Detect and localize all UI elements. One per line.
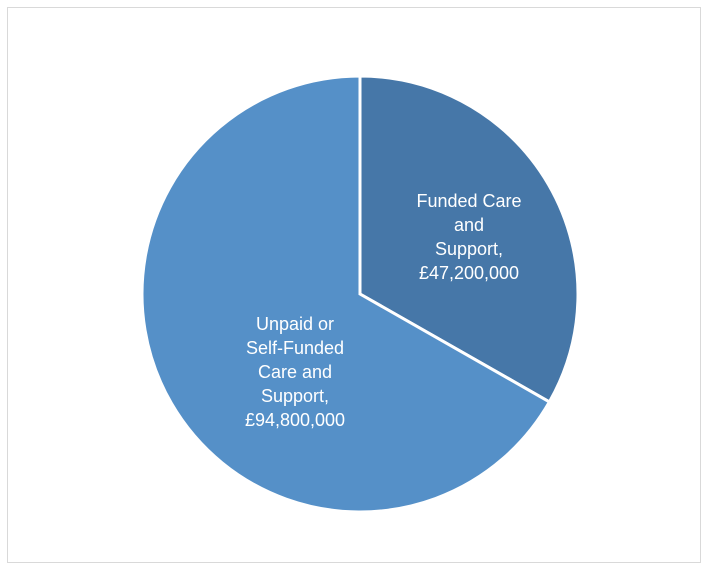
pie-slice-label-line: Unpaid or <box>256 314 334 334</box>
pie-slice-label-line: Support, <box>261 386 329 406</box>
pie-slice-label-line: Self-Funded <box>246 338 344 358</box>
pie-slice-label-line: Care and <box>258 362 332 382</box>
pie-slice-label-0: Funded Care and Support, £47,200,000 <box>416 191 521 283</box>
pie-slice-label-1: Unpaid or Self-Funded Care and Support, £94,… <box>245 314 345 430</box>
pie-slice-label-line: Funded Care <box>416 191 521 211</box>
pie-slice-label-line: £94,800,000 <box>245 410 345 430</box>
chart-frame: Funded Care and Support, £47,200,000 Unpaid … <box>7 7 701 563</box>
pie-slice-label-line: £47,200,000 <box>419 263 519 283</box>
pie-slice-1 <box>140 74 552 514</box>
pie-chart: Funded Care and Support, £47,200,000 Unpaid … <box>140 74 580 514</box>
pie-slice-label-line: and <box>454 215 484 235</box>
pie-slice-label-line: Support, <box>435 239 503 259</box>
pie-slice-0 <box>358 74 580 404</box>
